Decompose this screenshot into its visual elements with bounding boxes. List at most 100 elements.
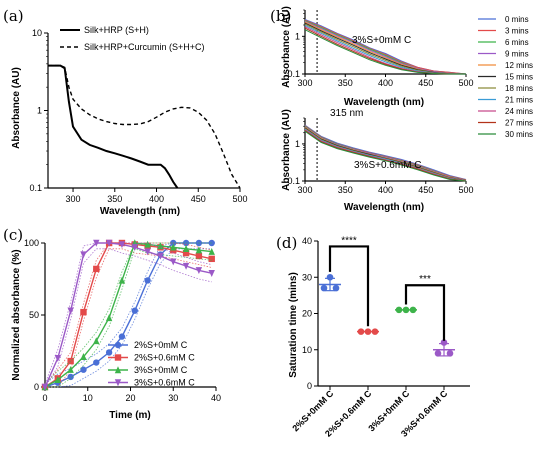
panel-b-top-ylabel: Absorbance (AU)	[281, 6, 292, 88]
panel-a-xtick-label: 350	[107, 194, 122, 204]
panel-c-ytick-label: 0	[34, 382, 39, 392]
legend-c-label: 3%S+0mM C	[134, 365, 188, 375]
panel-b-xtick-label: 500	[458, 185, 473, 195]
panel-b-xtick-label: 500	[458, 78, 473, 88]
panel-c-data-point	[41, 383, 49, 391]
panel-d-data-point	[364, 328, 372, 335]
panel-d-ytick-label: 10	[302, 345, 312, 355]
panel-c-data-point	[105, 239, 113, 247]
panel-d-ytick-label: 30	[302, 272, 312, 282]
panel-label-c: (c)	[3, 226, 23, 244]
panel-c-data-point	[131, 244, 138, 252]
panel-label-b: (b)	[270, 7, 291, 25]
panel-c-data-point	[118, 241, 126, 249]
panel-c-ylabel: Normalized absorbance (%)	[11, 249, 22, 380]
panel-c-series-line	[44, 242, 212, 388]
panel-c-data-point	[131, 307, 138, 314]
panel-c-xtick-label: 0	[42, 393, 47, 403]
panel-label-d: (d)	[276, 234, 297, 252]
panel-b-xtick-label: 400	[378, 78, 393, 88]
panel-c-data-point	[54, 376, 62, 383]
panel-c-data-point	[67, 366, 74, 373]
panel-b-series-line	[304, 20, 467, 75]
panel-d-significance-label: ***	[419, 274, 431, 285]
panel-b-xtick-label: 300	[297, 185, 312, 195]
panel-c-data-point	[208, 247, 215, 255]
panel-d-ytick-label: 0	[307, 381, 312, 391]
panel-c-data-point	[195, 252, 203, 260]
panel-a-xtick-label: 400	[149, 194, 164, 204]
panel-d-data-point	[332, 284, 340, 292]
legend-c-marker	[114, 354, 122, 361]
legend-c-label: 3%S+0.6mM C	[134, 378, 195, 388]
panel-a-xtick-label: 500	[232, 194, 247, 204]
panel-b-series-line	[304, 29, 466, 75]
panel-c-data-point	[208, 255, 215, 263]
panel-c-data-point	[80, 366, 87, 373]
panel-c-data-point	[105, 349, 113, 356]
panel-b-xtick-label: 450	[418, 185, 433, 195]
panel-d-significance-bracket	[404, 284, 446, 341]
legend-b-label: 27 mins	[505, 119, 533, 128]
panel-c-ytick-label: 50	[29, 310, 39, 320]
panel-b-series-line	[304, 19, 467, 75]
legend-b-label: 30 mins	[505, 130, 533, 139]
panel-b-series-line	[304, 130, 467, 182]
panel-d-ylabel: Saturation time (mins)	[288, 272, 299, 378]
panel-c-data-point	[157, 252, 164, 260]
panel-b-bottom-label: 3%S+0.6mM C	[354, 160, 422, 171]
panel-c-error-lower	[45, 248, 212, 388]
panel-c-data-point	[118, 276, 126, 284]
panel-a-ytick-label: 10	[32, 28, 42, 38]
panel-d-significance-label: ****	[341, 235, 357, 246]
panel-c-data-point	[80, 308, 87, 316]
panel-c-data-point	[170, 258, 177, 266]
panel-a-series-line-0	[48, 64, 179, 189]
panel-c-error-lower	[45, 248, 212, 388]
panel-c-data-point	[144, 277, 151, 284]
panel-b-series-line	[304, 125, 467, 181]
panel-d-data-point	[371, 328, 379, 335]
legend-b-label: 3 mins	[505, 27, 529, 36]
panel-d-data-point	[446, 350, 454, 357]
panel-c-data-point	[105, 314, 113, 322]
panel-b-top-xlabel: Wavelength (nm)	[344, 97, 424, 108]
panel-c-data-point	[93, 239, 100, 247]
panel-c-data-point	[93, 359, 100, 366]
legend-b-label: 24 mins	[505, 107, 533, 116]
panel-d-ytick-label: 40	[302, 236, 312, 246]
panel-c-data-point	[157, 242, 164, 250]
panel-d-data-point	[357, 328, 365, 335]
panel-c-data-point	[182, 245, 190, 252]
panel-c-xtick-label: 20	[125, 393, 135, 403]
panel-b-top-label: 3%S+0mM C	[352, 35, 411, 46]
panel-a-xtick-label: 300	[66, 194, 81, 204]
panel-b-legend: 0 mins 3 mins 6 mins 9 mins 12 mins 15 mins 18…	[478, 15, 533, 139]
panel-c-data-point	[93, 337, 100, 345]
legend-b-label: 6 mins	[505, 38, 529, 47]
panel-c-xtick-label: 30	[168, 393, 178, 403]
panel-a-legend: Silk+HRP (S+H) Silk+HRP+Curcumin (S+H+C)	[60, 25, 205, 52]
panel-b-ytick-label: 1	[295, 31, 300, 41]
panel-b-series-line	[304, 124, 467, 180]
panel-a-ytick-label: 1	[37, 106, 42, 116]
panel-b-series-line	[304, 20, 467, 75]
panel-c-xlabel: Time (m)	[109, 410, 151, 421]
panel-a-chart: 300 350 400 450 500 0.1 1 10 Wavelength (nm) Ab…	[11, 25, 248, 217]
panel-c-data-point	[195, 267, 203, 275]
panel-d-data-point	[440, 339, 448, 346]
panel-a-xlabel: Wavelength (nm)	[100, 206, 180, 217]
panel-c-data-point	[67, 357, 74, 365]
legend-b-label: 18 mins	[505, 84, 533, 93]
panel-b-marker-label: 315 nm	[330, 108, 363, 119]
panel-d-ytick-label: 20	[302, 309, 312, 319]
legend-b-label: 12 mins	[505, 61, 533, 70]
panel-c-data-point	[118, 333, 126, 340]
legend-c-marker	[114, 379, 122, 387]
panel-c-error-upper	[44, 242, 212, 385]
panel-c-data-point	[80, 353, 87, 360]
panel-c-error-upper	[44, 242, 212, 385]
panel-c-xtick-label: 10	[83, 393, 93, 403]
